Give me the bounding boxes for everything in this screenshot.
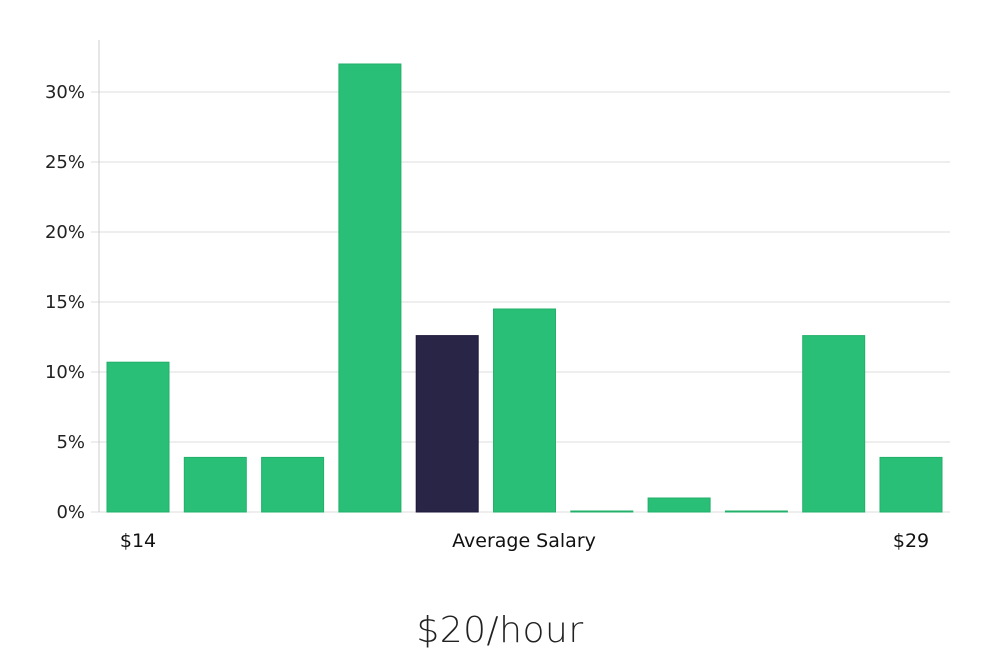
y-tick-label: 10% bbox=[45, 362, 85, 383]
bar bbox=[802, 335, 866, 513]
bar bbox=[261, 456, 325, 513]
y-axis-ticks: 0% 5% 10% 15% 20% 25% 30% bbox=[45, 82, 85, 523]
bars bbox=[106, 63, 943, 513]
headline-salary: $20/hour bbox=[416, 610, 584, 651]
bar bbox=[493, 308, 556, 513]
x-label-left: $14 bbox=[120, 530, 156, 552]
bar bbox=[724, 510, 788, 513]
bar bbox=[647, 497, 711, 513]
y-tick-label: 25% bbox=[45, 152, 85, 173]
x-label-center: Average Salary bbox=[452, 530, 596, 552]
bar bbox=[338, 63, 402, 513]
y-tick-label: 20% bbox=[45, 222, 85, 243]
x-label-right: $29 bbox=[893, 530, 929, 552]
y-tick-label: 30% bbox=[45, 82, 85, 103]
y-tick-label: 15% bbox=[45, 292, 85, 313]
salary-distribution-chart: 0% 5% 10% 15% 20% 25% 30% $14 Average Salary $… bbox=[45, 40, 950, 552]
bar bbox=[106, 361, 170, 513]
bar-average-salary bbox=[415, 335, 479, 513]
bar bbox=[570, 510, 634, 513]
y-tick-label: 5% bbox=[56, 432, 85, 453]
bar bbox=[879, 456, 943, 513]
bar bbox=[183, 456, 247, 513]
y-tick-label: 0% bbox=[56, 502, 85, 523]
